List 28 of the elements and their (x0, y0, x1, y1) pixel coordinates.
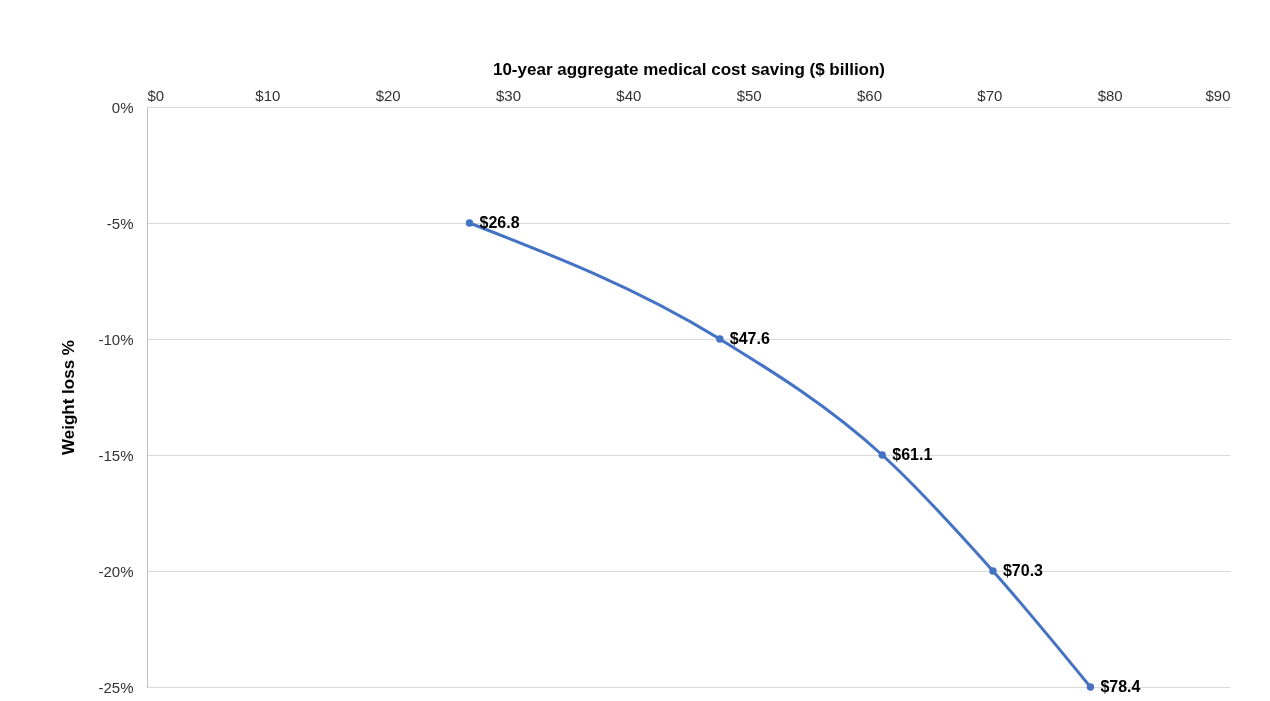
x-tick-label: $0 (147, 86, 165, 104)
annotation: $70.3 (1002, 562, 1044, 579)
annotation: $47.6 (729, 330, 770, 347)
point (716, 335, 724, 343)
point (989, 567, 997, 575)
y-tick-label: 0% (111, 98, 134, 116)
x-tick-label: $50 (736, 86, 762, 104)
annotation: $26.8 (479, 214, 520, 231)
x-tick-label: $90 (1205, 86, 1231, 104)
x-tick-label: $40 (616, 86, 642, 104)
y-axis-title: Weight loss % (59, 340, 79, 455)
y-tick-label: -10% (98, 330, 134, 348)
x-tick-label: $20 (375, 86, 401, 104)
annotation: $61.1 (892, 446, 933, 463)
x-tick-label: $30 (495, 86, 522, 104)
point (878, 451, 886, 459)
point (1086, 683, 1095, 691)
y-tick-label: -5% (106, 214, 134, 232)
y-tick-label: -25% (98, 678, 134, 696)
point (465, 219, 474, 227)
x-tick-label: $60 (856, 86, 883, 104)
annotation: $78.4 (1100, 678, 1141, 695)
x-tick-label: $80 (1097, 86, 1123, 104)
x-tick-label: $10 (255, 86, 281, 104)
y-tick-label: -20% (98, 562, 134, 580)
y-tick-label: -15% (98, 446, 134, 464)
x-axis-title: 10-year aggregate medical cost saving ($ billion) (492, 59, 886, 79)
x-tick-label: $70 (977, 86, 1003, 104)
